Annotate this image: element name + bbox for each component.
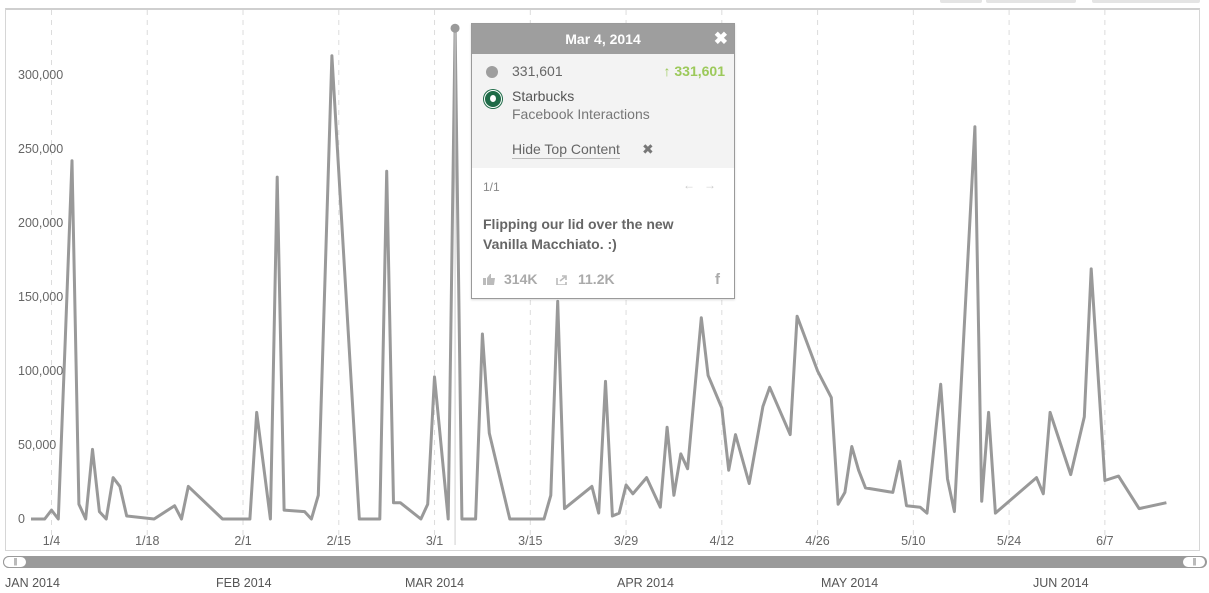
navigator-month-may: MAY 2014 bbox=[821, 576, 879, 590]
navigator-month-mar: MAR 2014 bbox=[405, 576, 465, 590]
x-tick-label: 5/24 bbox=[997, 534, 1021, 548]
x-axis: 1/4 1/18 2/1 2/15 3/1 3/15 3/29 4/12 4/26 5/10 5/2… bbox=[43, 534, 1114, 548]
prev-arrow-icon[interactable]: ← bbox=[683, 178, 695, 192]
y-tick-label: 0 bbox=[18, 512, 25, 526]
hide-top-content-link[interactable]: Hide Top Content bbox=[512, 141, 620, 159]
dot-icon bbox=[486, 66, 498, 78]
y-axis: 0 50,000 100,000 150,000 200,000 250,000 300,0… bbox=[18, 68, 63, 526]
tooltip-brand: Starbucks bbox=[512, 88, 575, 104]
x-tick-label: 3/1 bbox=[426, 534, 443, 548]
navigator-month-jun: JUN 2014 bbox=[1033, 576, 1089, 590]
highlight-group bbox=[450, 23, 460, 545]
y-tick-label: 50,000 bbox=[18, 438, 56, 452]
x-tick-label: 1/4 bbox=[43, 534, 60, 548]
top-tab-3[interactable] bbox=[1092, 0, 1200, 3]
thumbs-up-icon bbox=[483, 274, 495, 285]
navigator-month-jan: JAN 2014 bbox=[5, 576, 60, 590]
tooltip-pagination: 1/1 bbox=[483, 180, 500, 194]
top-post-text[interactable]: Flipping our lid over the new Vanilla Ma… bbox=[483, 216, 674, 252]
series-group bbox=[31, 26, 1167, 521]
top-tab-2[interactable] bbox=[986, 0, 1076, 3]
x-tick-label: 6/7 bbox=[1096, 534, 1113, 548]
x-tick-label: 4/26 bbox=[805, 534, 829, 548]
navigator-right-handle[interactable]: ||| bbox=[1182, 556, 1206, 568]
y-tick-label: 300,000 bbox=[18, 68, 63, 82]
next-arrow-icon[interactable]: → bbox=[704, 178, 716, 192]
facebook-icon[interactable]: f bbox=[715, 271, 720, 288]
x-tick-label: 1/18 bbox=[135, 534, 159, 548]
x-tick-label: 2/1 bbox=[234, 534, 251, 548]
x-tick-label: 4/12 bbox=[710, 534, 734, 548]
navigator-scrollbar[interactable]: ||| ||| bbox=[3, 556, 1207, 568]
tooltip-metric: Facebook Interactions bbox=[512, 106, 650, 122]
likes-count: 314K bbox=[504, 271, 538, 287]
navigator-month-apr: APR 2014 bbox=[617, 576, 674, 590]
y-tick-label: 250,000 bbox=[18, 142, 63, 156]
point-tooltip: Mar 4, 2014 ✖ 331,601 ↑ 331,601 Starbuck… bbox=[471, 23, 735, 299]
navigator-left-handle[interactable]: ||| bbox=[3, 556, 27, 568]
series-line bbox=[31, 26, 1167, 521]
tooltip-change: ↑ 331,601 bbox=[663, 63, 726, 79]
shares-count: 11.2K bbox=[578, 271, 615, 287]
hide-close-icon[interactable]: ✖ bbox=[642, 141, 654, 157]
x-tick-label: 5/10 bbox=[901, 534, 925, 548]
close-icon[interactable]: ✖ bbox=[713, 29, 728, 48]
navigator-month-feb: FEB 2014 bbox=[216, 576, 272, 590]
share-icon bbox=[556, 275, 567, 285]
y-tick-label: 100,000 bbox=[18, 364, 63, 378]
tooltip-date: Mar 4, 2014 bbox=[565, 31, 641, 47]
tooltip-summary: 331,601 ↑ 331,601 Starbucks Facebook Int… bbox=[472, 54, 734, 168]
chart-frame bbox=[5, 8, 1200, 551]
top-tab-1[interactable] bbox=[940, 0, 982, 3]
tooltip-header: Mar 4, 2014 ✖ bbox=[472, 24, 734, 54]
highlight-point bbox=[450, 23, 460, 33]
grip-icon: ||| bbox=[1192, 557, 1196, 566]
x-tick-label: 3/15 bbox=[518, 534, 542, 548]
y-tick-label: 150,000 bbox=[18, 290, 63, 304]
x-tick-label: 3/29 bbox=[614, 534, 638, 548]
tooltip-value: 331,601 bbox=[512, 63, 563, 79]
x-tick-label: 2/15 bbox=[327, 534, 351, 548]
starbucks-logo-icon bbox=[484, 90, 502, 108]
y-tick-label: 200,000 bbox=[18, 216, 63, 230]
grip-icon: ||| bbox=[13, 557, 17, 566]
